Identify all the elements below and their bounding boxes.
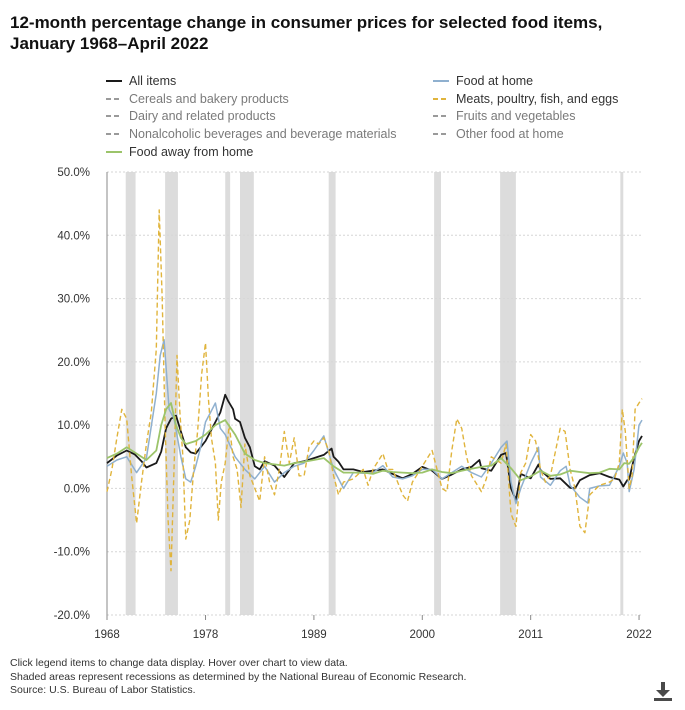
x-tick-label: 2000: [409, 629, 435, 641]
legend-item[interactable]: Meats, poultry, fish, and eggs: [432, 92, 618, 106]
chart-title-line-1: 12-month percentage change in consumer p…: [10, 13, 603, 32]
legend-swatch: [433, 115, 449, 118]
note-instructions: Click legend items to change data displa…: [10, 657, 348, 669]
legend-item[interactable]: Nonalcoholic beverages and beverage mate…: [105, 127, 397, 141]
legend-label: All items: [129, 74, 177, 88]
y-tick-label: -20.0%: [54, 610, 90, 622]
x-tick-label: 1968: [94, 629, 120, 641]
line-chart[interactable]: 50.0% 40.0% 30.0% 20.0% 10.0% 0.0% -10.0% -20.0…: [0, 0, 685, 650]
x-tick-label: 1989: [301, 629, 327, 641]
chart-title: 12-month percentage change in consumer p…: [10, 12, 670, 54]
legend-label: Dairy and related products: [129, 109, 276, 124]
y-tick-label: 50.0%: [57, 167, 90, 179]
chart-title-line-2: January 1968–April 2022: [10, 34, 209, 53]
legend-label: Food away from home: [129, 144, 254, 159]
legend-label: Cereals and bakery products: [129, 91, 289, 106]
legend-swatch: [106, 80, 122, 82]
legend-item[interactable]: Cereals and bakery products: [105, 92, 289, 106]
legend-label: Other food at home: [456, 127, 564, 142]
legend-item[interactable]: All items: [105, 74, 176, 88]
note-source: Source: U.S. Bureau of Labor Statistics.: [10, 684, 196, 696]
legend-label: Nonalcoholic beverages and beverage mate…: [129, 127, 397, 142]
y-tick-label: 0.0%: [64, 483, 90, 495]
download-icon[interactable]: [652, 680, 674, 702]
legend-item[interactable]: Food at home: [432, 74, 533, 88]
recession-band: [500, 172, 516, 615]
series-line: [106, 338, 643, 505]
series-line: [106, 209, 643, 572]
chart-legend: All items Food at home Cereals and bakery …: [0, 0, 685, 165]
legend-label: Meats, poultry, fish, and eggs: [456, 91, 619, 106]
recession-band: [240, 172, 254, 615]
x-tick-label: 2022: [626, 629, 652, 641]
series-line: [106, 402, 643, 482]
x-tick-label: 2011: [518, 629, 543, 641]
legend-item[interactable]: Fruits and vegetables: [432, 109, 576, 123]
legend-item[interactable]: Other food at home: [432, 127, 564, 141]
recession-band: [225, 172, 231, 615]
y-tick-label: -10.0%: [54, 547, 90, 559]
legend-item[interactable]: Food away from home: [105, 145, 253, 159]
note-recessions: Shaded areas represent recessions as det…: [10, 670, 467, 683]
recession-band: [620, 172, 624, 615]
y-tick-label: 30.0%: [57, 294, 90, 306]
legend-swatch: [433, 97, 449, 100]
recession-band: [434, 172, 442, 615]
legend-swatch: [106, 150, 122, 153]
legend-swatch: [433, 80, 449, 82]
y-tick-label: 10.0%: [57, 420, 90, 432]
legend-swatch: [106, 97, 122, 100]
x-tick-label: 1978: [193, 629, 219, 641]
recession-band: [165, 172, 178, 615]
legend-swatch: [106, 115, 122, 118]
series-line: [106, 393, 643, 501]
chart-notes: Click legend items to change data displa…: [10, 657, 466, 698]
legend-item[interactable]: Dairy and related products: [105, 109, 276, 123]
y-tick-label: 40.0%: [57, 230, 90, 242]
legend-swatch: [106, 133, 122, 136]
recession-band: [328, 172, 336, 615]
legend-label: Fruits and vegetables: [456, 109, 576, 124]
y-tick-label: 20.0%: [57, 357, 90, 369]
legend-label: Food at home: [456, 74, 534, 88]
legend-swatch: [433, 133, 449, 136]
recession-band: [125, 172, 136, 615]
